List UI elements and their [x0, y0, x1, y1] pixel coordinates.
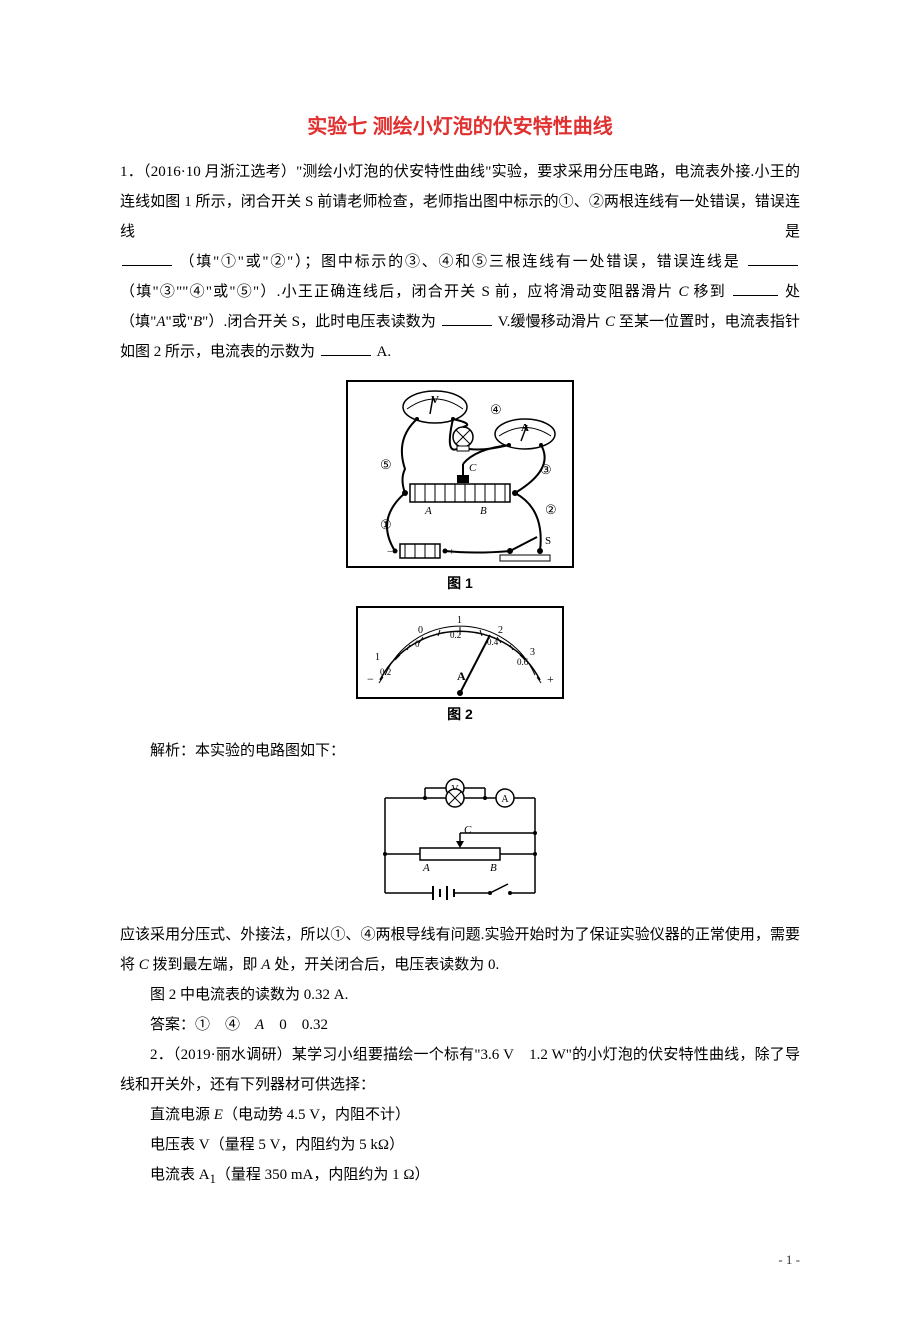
solution-label: 解析：本实验的电路图如下：: [120, 736, 800, 766]
svg-text:①: ①: [380, 517, 392, 532]
svg-text:−: −: [367, 672, 374, 686]
figure-2-caption: 图 2: [120, 704, 800, 724]
figure-2: 0 1 2 3 0 0.2 0.4 0.6 1 0.2 − + A 图 2: [120, 605, 800, 724]
svg-text:③: ③: [540, 462, 552, 477]
blank-4: [442, 310, 492, 326]
svg-text:−: −: [387, 547, 393, 558]
svg-text:0: 0: [415, 639, 420, 649]
svg-text:S: S: [545, 535, 551, 547]
q1-text-3b: 移到: [689, 284, 726, 300]
q2-item2: 电压表 V（量程 5 V，内阻约为 5 kΩ）: [120, 1130, 800, 1160]
svg-text:B: B: [480, 505, 487, 517]
circuit-diagram-1: V A C A B: [345, 379, 575, 569]
blank-1: [122, 250, 172, 266]
blank-3: [733, 280, 778, 296]
svg-text:C: C: [469, 462, 477, 474]
svg-text:②: ②: [545, 502, 557, 517]
q1-text-2: （填"①"或"②"）；图中标示的③、④和⑤三根连线有一处错误，错误连线是: [180, 254, 741, 270]
blank-2: [748, 250, 798, 266]
svg-text:+: +: [547, 672, 554, 686]
q1-C-2: C: [605, 314, 615, 330]
page-title: 实验七 测绘小灯泡的伏安特性曲线: [120, 110, 800, 139]
svg-text:0: 0: [418, 625, 423, 636]
circuit-diagram-2: V A C A: [365, 778, 555, 908]
q1-A: A: [156, 314, 165, 330]
q1-text-1: 1．（2016·10 月浙江选考）"测绘小灯泡的伏安特性曲线"实验，要求采用分压…: [120, 164, 800, 240]
svg-text:A: A: [501, 794, 509, 805]
answer-line: 答案：① ④ A 0 0.32: [120, 1010, 800, 1040]
q1-text-8: A.: [377, 344, 392, 360]
solution-p2: 图 2 中电流表的读数为 0.32 A.: [120, 980, 800, 1010]
svg-text:0.2: 0.2: [450, 630, 461, 640]
svg-text:B: B: [490, 862, 497, 874]
svg-text:A: A: [424, 505, 432, 517]
svg-text:A: A: [422, 862, 430, 874]
svg-text:A: A: [457, 669, 466, 683]
page-number: - 1 -: [120, 1252, 800, 1268]
svg-text:3: 3: [530, 647, 535, 658]
svg-text:1: 1: [457, 615, 462, 626]
question-1: 1．（2016·10 月浙江选考）"测绘小灯泡的伏安特性曲线"实验，要求采用分压…: [120, 157, 800, 367]
svg-text:C: C: [464, 824, 472, 836]
svg-text:2: 2: [498, 625, 503, 636]
q1-text-3: （填"③""④"或"⑤"）.小王正确连线后，闭合开关 S 前，应将滑动变阻器滑片: [120, 284, 679, 300]
svg-text:1: 1: [375, 652, 380, 663]
svg-text:0.6: 0.6: [517, 657, 529, 667]
ammeter-dial: 0 1 2 3 0 0.2 0.4 0.6 1 0.2 − + A: [355, 605, 565, 700]
q2-item1: 直流电源 E（电动势 4.5 V，内阻不计）: [120, 1100, 800, 1130]
q1-or: "或": [166, 314, 193, 330]
figure-1-caption: 图 1: [120, 573, 800, 593]
svg-text:④: ④: [490, 402, 502, 417]
page-container: 实验七 测绘小灯泡的伏安特性曲线 1．（2016·10 月浙江选考）"测绘小灯泡…: [0, 0, 920, 1328]
figure-3: V A C A: [120, 778, 800, 908]
q2-lead: 2．（2019·丽水调研）某学习小组要描绘一个标有"3.6 V 1.2 W"的小…: [120, 1040, 800, 1100]
q1-B: B: [193, 314, 202, 330]
solution-p1: 应该采用分压式、外接法，所以①、④两根导线有问题.实验开始时为了保证实验仪器的正…: [120, 920, 800, 980]
figure-1: V A C A B: [120, 379, 800, 593]
q1-text-6: V.缓慢移动滑片: [498, 314, 605, 330]
svg-text:⑤: ⑤: [380, 457, 392, 472]
q2-item3: 电流表 A1（量程 350 mA，内阻约为 1 Ω）: [120, 1160, 800, 1192]
q1-text-5: "）.闭合开关 S，此时电压表读数为: [202, 314, 436, 330]
svg-text:0.2: 0.2: [380, 667, 391, 677]
q1-C-1: C: [679, 284, 689, 300]
blank-5: [321, 340, 371, 356]
